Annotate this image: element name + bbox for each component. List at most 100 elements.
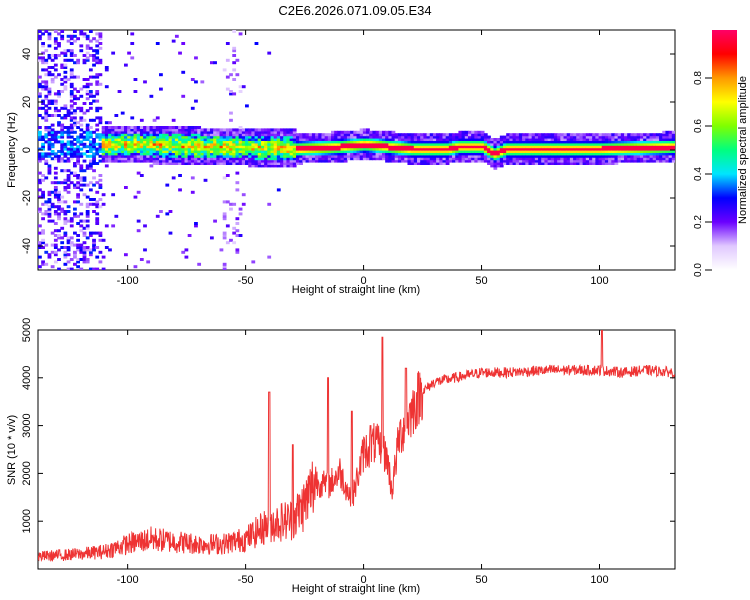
heatmap-cell xyxy=(553,142,558,146)
heatmap-cell xyxy=(225,224,230,228)
heatmap-cell xyxy=(238,138,243,141)
heatmap-cell xyxy=(276,138,281,141)
heatmap-cell xyxy=(353,152,358,156)
heatmap-cell xyxy=(219,135,224,139)
heatmap-cell xyxy=(627,135,632,139)
heatmap-cell xyxy=(448,145,453,149)
heatmap-cell xyxy=(458,147,463,151)
heatmap-cell xyxy=(340,140,345,144)
heatmap-cell xyxy=(327,145,332,149)
heatmap-cell xyxy=(251,138,256,141)
heatmap-cell xyxy=(569,152,574,156)
heatmap-cell xyxy=(474,154,479,158)
heatmap-cell xyxy=(41,138,45,141)
heatmap-cell xyxy=(47,219,52,223)
heatmap-cell xyxy=(143,142,147,146)
heatmap-cell xyxy=(436,154,440,158)
heatmap-cell xyxy=(534,157,539,161)
heatmap-cell xyxy=(432,150,437,153)
heatmap-cell xyxy=(66,152,71,156)
heatmap-cell xyxy=(604,157,609,161)
heatmap-cell xyxy=(63,186,68,189)
snr-y-axis-label: SNR (10 * v/v) xyxy=(6,415,18,485)
heatmap-cell xyxy=(276,159,281,163)
heatmap-cell xyxy=(219,130,224,134)
heatmap-cell xyxy=(662,154,667,158)
snr-x-ticks: -100 -50 0 50 100 xyxy=(117,330,609,586)
heatmap-cell xyxy=(63,159,68,163)
heatmap-cell xyxy=(305,159,310,163)
heatmap-cell xyxy=(85,92,90,96)
heatmap-cell xyxy=(82,241,87,245)
heatmap-cell xyxy=(343,159,348,163)
heatmap-cell xyxy=(445,159,450,163)
heatmap-cell xyxy=(668,150,673,153)
heatmap-cell xyxy=(550,140,555,144)
heatmap-cell xyxy=(585,159,590,163)
heatmap-cell xyxy=(194,135,198,139)
heatmap-cell xyxy=(41,145,45,149)
heatmap-cell xyxy=(633,142,638,146)
heatmap-cell xyxy=(88,267,93,270)
heatmap-cell xyxy=(452,150,456,153)
heatmap-cell xyxy=(184,133,189,137)
heatmap-cell xyxy=(82,118,87,122)
heatmap-cell xyxy=(143,133,147,137)
heatmap-cell xyxy=(327,157,332,161)
heatmap-cell xyxy=(197,152,202,156)
heatmap-cell xyxy=(353,145,358,149)
heatmap-cell xyxy=(197,145,202,149)
heatmap-cell xyxy=(88,30,93,33)
heatmap-cell xyxy=(245,157,249,161)
heatmap-cell xyxy=(553,162,558,165)
heatmap-cell xyxy=(114,130,119,134)
heatmap-cell xyxy=(369,142,374,146)
heatmap-cell xyxy=(63,253,68,257)
heatmap-cell xyxy=(53,39,58,43)
heatmap-cell xyxy=(598,133,603,137)
heatmap-cell xyxy=(467,133,472,137)
heatmap-cell xyxy=(66,176,71,180)
heatmap-cell xyxy=(566,147,571,151)
heatmap-cell xyxy=(359,147,364,151)
heatmap-cell xyxy=(627,147,632,151)
heatmap-cell xyxy=(114,157,119,161)
heatmap-cell xyxy=(123,147,128,151)
heatmap-cell xyxy=(155,152,160,156)
heatmap-cell xyxy=(273,128,278,132)
heatmap-cell xyxy=(493,166,498,170)
heatmap-cell xyxy=(101,133,106,137)
heatmap-cell xyxy=(321,152,326,156)
heatmap-cell xyxy=(38,138,42,141)
heatmap-cell xyxy=(493,164,498,168)
heatmap-cell xyxy=(576,135,581,139)
heatmap-cell xyxy=(366,142,370,146)
heatmap-cell xyxy=(652,135,657,139)
heatmap-cell xyxy=(152,133,157,137)
heatmap-cell xyxy=(426,133,431,137)
heatmap-cell xyxy=(203,130,208,134)
heatmap-cell xyxy=(155,145,160,149)
heatmap-cell xyxy=(359,140,364,144)
heatmap-cell xyxy=(209,128,214,132)
heatmap-cell xyxy=(235,142,240,146)
heatmap-cell xyxy=(490,140,495,144)
heatmap-cell xyxy=(289,147,294,151)
heatmap-cell xyxy=(397,154,402,158)
heatmap-cell xyxy=(311,145,316,149)
heatmap-cell xyxy=(69,267,74,270)
heatmap-cell xyxy=(471,130,475,134)
heatmap-cell xyxy=(174,154,179,158)
heatmap-cell xyxy=(155,138,160,141)
heatmap-cell xyxy=(95,106,100,110)
heatmap-cell xyxy=(506,140,510,144)
heatmap-cell xyxy=(114,140,119,144)
heatmap-cell xyxy=(445,138,450,141)
heatmap-cell xyxy=(426,154,431,158)
heatmap-cell xyxy=(245,140,249,144)
heatmap-cell xyxy=(522,135,526,139)
heatmap-cell xyxy=(111,51,116,55)
heatmap-cell xyxy=(260,130,265,134)
heatmap-cell xyxy=(359,152,364,156)
